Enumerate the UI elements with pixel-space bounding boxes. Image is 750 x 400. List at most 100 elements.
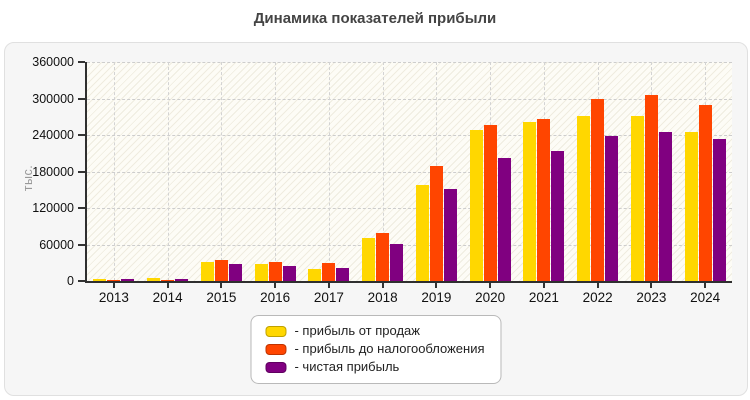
x-tick-label-2019: 2019 <box>421 290 452 305</box>
legend-item-net-profit: - чистая прибыль <box>265 360 484 374</box>
bar-2024 <box>684 132 698 281</box>
legend-item-pretax-profit: - прибыль до налогообложения <box>265 341 485 356</box>
x-tick-mark <box>489 283 492 288</box>
x-tick-mark <box>704 283 707 288</box>
bar-group-2017 <box>308 263 350 281</box>
legend: - прибыль от продаж - прибыль до налогоо… <box>250 315 502 384</box>
bar-2013 <box>93 279 107 281</box>
bar-2014 <box>175 279 189 281</box>
y-tick-mark <box>78 207 85 209</box>
x-tick-mark <box>542 283 545 288</box>
bar-group-2023 <box>630 95 672 281</box>
x-tick-label-2014: 2014 <box>152 290 183 305</box>
bar-2015 <box>214 260 228 281</box>
x-tick-label-2018: 2018 <box>367 290 398 305</box>
bar-2023 <box>658 132 672 281</box>
bar-group-2014 <box>147 277 189 281</box>
bar-group-2015 <box>200 260 242 281</box>
bar-group-2021 <box>523 119 565 281</box>
x-tick-label-2016: 2016 <box>260 290 291 305</box>
v-gridline <box>221 62 223 281</box>
y-tick-label: 240000 <box>32 128 74 142</box>
v-gridline <box>113 62 115 281</box>
h-gridline <box>87 98 732 100</box>
v-gridline <box>167 62 169 281</box>
bar-group-2020 <box>469 125 511 281</box>
x-tick-mark <box>327 283 330 288</box>
bar-2024 <box>698 104 712 281</box>
chart-panel: тыс. 0 60000 120000 180000 240000 300000 36000… <box>4 42 748 396</box>
bar-2022 <box>605 136 619 281</box>
chart-title: Динамика показателей прибыли <box>253 10 497 27</box>
bar-2020 <box>483 125 497 281</box>
x-tick-label-2022: 2022 <box>582 290 613 305</box>
y-tick-mark <box>78 280 85 282</box>
bar-2016 <box>282 265 296 281</box>
bar-2019 <box>415 184 429 281</box>
bar-2024 <box>712 138 726 281</box>
bar-2017 <box>308 269 322 281</box>
bar-2022 <box>577 116 591 281</box>
x-tick-label-2015: 2015 <box>206 290 237 305</box>
y-tick-mark <box>78 243 85 246</box>
h-gridline <box>87 208 732 209</box>
y-tick-mark <box>78 97 85 100</box>
h-gridline <box>87 135 732 136</box>
x-tick-mark <box>112 283 115 288</box>
bar-2019 <box>443 188 457 281</box>
legend-swatch-pretax-profit <box>265 343 287 355</box>
y-tick-label: 180000 <box>32 164 74 179</box>
bar-2014 <box>161 279 175 281</box>
bar-2018 <box>390 244 404 281</box>
x-tick-mark <box>220 283 223 288</box>
y-tick-label: 60000 <box>39 237 74 252</box>
bar-2014 <box>147 277 161 281</box>
x-tick-mark <box>435 283 438 288</box>
bar-group-2024 <box>684 104 726 281</box>
x-tick-mark <box>381 283 384 288</box>
bar-2021 <box>551 151 565 281</box>
x-tick-mark <box>596 283 599 288</box>
x-tick-label-2020: 2020 <box>475 290 506 305</box>
bar-2017 <box>336 267 350 281</box>
x-tick-label-2013: 2013 <box>98 290 129 305</box>
bar-2023 <box>630 116 644 281</box>
v-gridline <box>382 62 384 281</box>
bar-2019 <box>429 165 443 281</box>
x-tick-label-2017: 2017 <box>313 290 344 305</box>
bar-2016 <box>268 261 282 281</box>
bar-2022 <box>591 98 605 281</box>
legend-swatch-net-profit <box>265 361 287 373</box>
y-tick-mark <box>78 61 85 63</box>
legend-item-sales-profit: - прибыль от продаж <box>265 324 484 338</box>
bar-group-2018 <box>362 233 404 281</box>
bar-2018 <box>362 238 376 281</box>
plot-area: 0 60000 120000 180000 240000 300000 360000 2013… <box>32 55 732 305</box>
bar-2023 <box>644 95 658 281</box>
x-tick-mark <box>274 283 277 288</box>
bar-2015 <box>228 263 242 281</box>
y-tick-label: 120000 <box>32 201 74 215</box>
legend-swatch-sales-profit <box>265 325 287 337</box>
v-gridline <box>328 62 330 281</box>
bar-2021 <box>537 119 551 281</box>
bar-group-2022 <box>577 98 619 281</box>
bar-2020 <box>469 129 483 281</box>
bar-group-2013 <box>93 279 135 281</box>
legend-label: - прибыль до налогообложения <box>294 341 485 356</box>
h-gridline <box>87 244 732 246</box>
bar-group-2019 <box>415 165 457 281</box>
legend-label: - прибыль от продаж <box>294 323 420 338</box>
y-tick-mark <box>78 170 85 173</box>
x-tick-mark <box>650 283 653 288</box>
v-gridline <box>275 62 277 281</box>
bar-2018 <box>376 233 390 281</box>
x-tick-label-2023: 2023 <box>636 290 667 305</box>
bar-2013 <box>121 279 135 281</box>
y-tick-label: 300000 <box>32 91 74 106</box>
bar-2017 <box>322 263 336 281</box>
bar-group-2016 <box>254 261 296 281</box>
h-gridline <box>87 171 732 173</box>
x-tick-mark <box>166 283 169 288</box>
bar-2013 <box>107 279 121 281</box>
